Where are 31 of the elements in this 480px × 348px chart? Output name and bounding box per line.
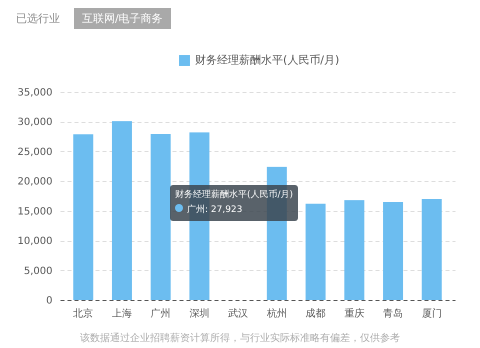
y-tick-label: 25,000 [18, 146, 52, 158]
y-tick-label: 15,000 [18, 206, 52, 218]
x-tick-label: 成都 [306, 308, 326, 320]
x-tick-label: 重庆 [344, 308, 364, 320]
x-tick-label: 广州 [150, 308, 171, 320]
bar [383, 202, 404, 300]
x-tick-label: 青岛 [383, 308, 404, 320]
y-tick-label: 5,000 [24, 266, 52, 277]
text: 该数据通过企业招聘薪资计算所得，与行业实际标准略有偏差，仅供参考 [79, 332, 401, 345]
x-tick-label: 上海 [112, 308, 132, 320]
text: 已选行业 [16, 10, 60, 26]
y-tick-label: 0 [46, 296, 52, 306]
x-tick-label: 武汉 [228, 308, 248, 320]
bar [306, 204, 326, 300]
text: 财务经理薪酬水平(人民币/月) [175, 190, 294, 200]
y-tick-label: 20,000 [18, 176, 52, 188]
text: 互联网/电子商务 [74, 8, 171, 28]
bar [344, 200, 364, 300]
legend-label: 财务经理薪酬水平(人民币/月) [195, 54, 340, 66]
x-tick-label: 深圳 [189, 308, 210, 320]
x-tick-label: 北京 [73, 308, 94, 320]
x-tick-label: 厦门 [422, 308, 442, 320]
x-tick-label: 杭州 [266, 308, 287, 320]
bar [73, 134, 94, 300]
y-tick-label: 35,000 [18, 88, 52, 98]
annotation: 广州: 27,923 [186, 204, 244, 217]
y-tick-label: 30,000 [18, 117, 52, 128]
bar [112, 121, 132, 300]
bar [422, 198, 442, 300]
y-tick-label: 10,000 [18, 236, 52, 248]
bar [150, 134, 171, 300]
